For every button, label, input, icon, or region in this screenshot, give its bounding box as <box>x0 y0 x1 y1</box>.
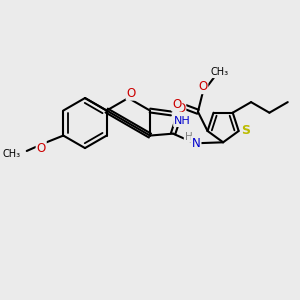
Text: O: O <box>198 80 207 93</box>
Text: O: O <box>37 142 46 154</box>
Text: NH: NH <box>174 116 191 126</box>
Text: S: S <box>241 124 250 137</box>
Text: CH₃: CH₃ <box>210 67 228 77</box>
Text: H: H <box>184 131 192 142</box>
Text: O: O <box>176 102 185 115</box>
Text: N: N <box>192 137 200 150</box>
Text: CH₃: CH₃ <box>3 149 21 159</box>
Text: O: O <box>172 98 182 111</box>
Text: O: O <box>127 87 136 100</box>
